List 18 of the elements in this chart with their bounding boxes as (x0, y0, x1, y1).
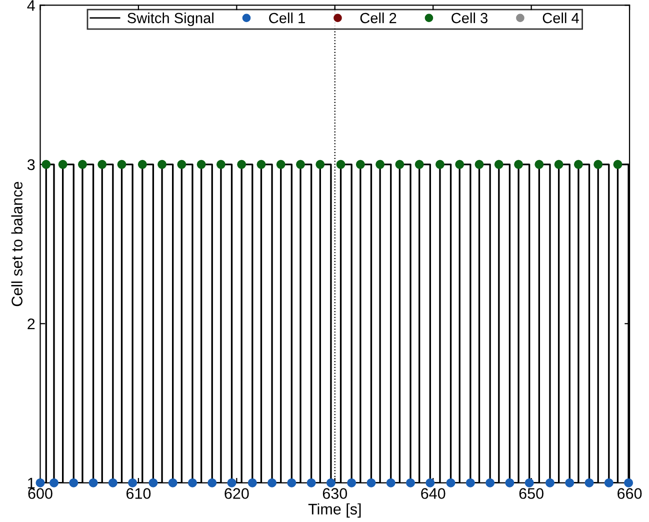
y-tick-label: 4 (27, 0, 35, 11)
y-tick-label: 1 (28, 478, 35, 488)
legend-label: Cell 3 (452, 12, 488, 24)
legend-label: Switch Signal (128, 12, 214, 26)
x-tick-label: 650 (519, 488, 544, 499)
legend-label: Cell 4 (542, 12, 579, 24)
legend-label: Cell 1 (269, 12, 305, 24)
x-tick-label: 660 (618, 488, 642, 499)
legend-label: Cell 2 (360, 12, 396, 24)
x-axis-title: Time [s] (308, 503, 361, 518)
x-tick-label: 620 (224, 488, 249, 499)
y-tick-label: 2 (28, 318, 35, 330)
y-tick-label: 3 (27, 159, 35, 170)
x-tick-label: 630 (322, 488, 348, 499)
y-axis-title: Cell set to balance (11, 182, 22, 306)
x-tick-label: 610 (126, 488, 151, 499)
x-tick-label: 640 (421, 488, 446, 499)
x-tick-label: 600 (28, 488, 52, 499)
